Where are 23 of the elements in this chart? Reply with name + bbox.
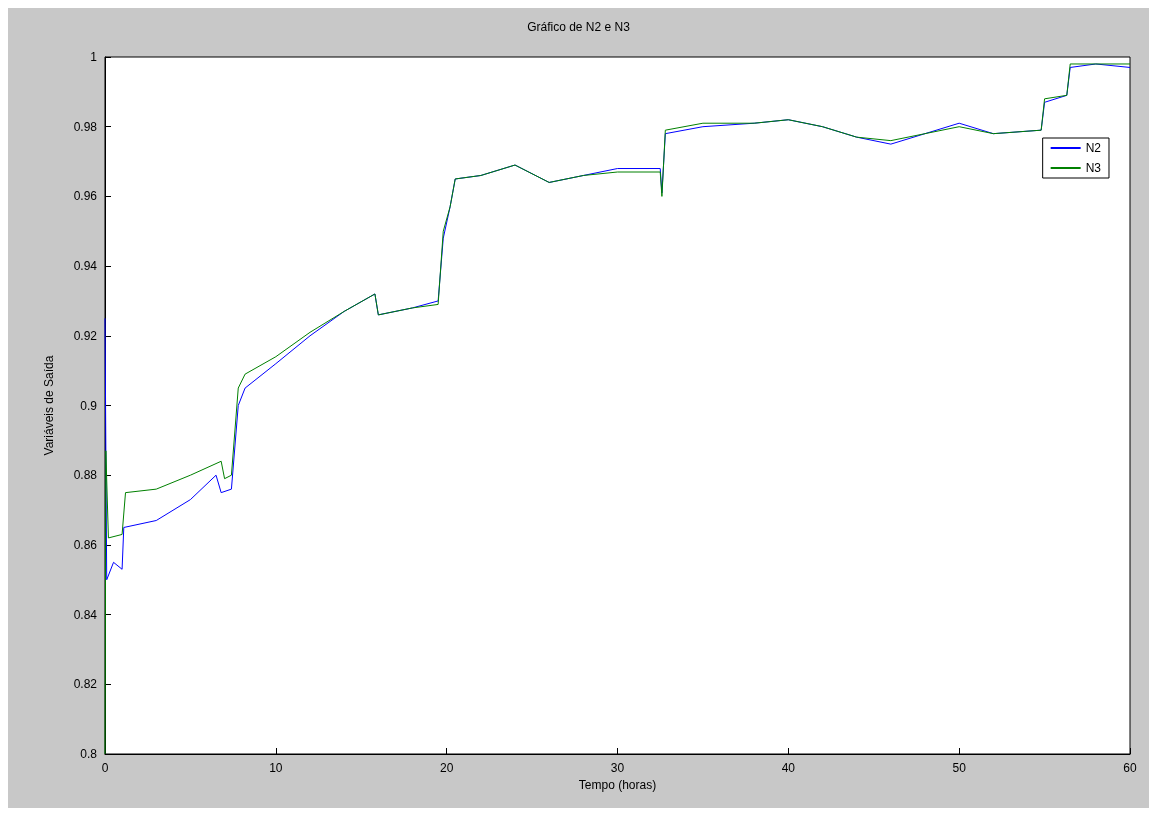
- x-tick-label: 50: [952, 761, 967, 775]
- y-axis-title: Variáveis de Saída: [42, 355, 56, 456]
- y-tick-label: 0.94: [73, 259, 98, 274]
- y-tick-label: 0.92: [73, 328, 98, 343]
- x-tick-label: 10: [269, 761, 283, 775]
- legend-label: N3: [1085, 161, 1102, 175]
- y-tick-label: 0.8: [80, 747, 98, 761]
- x-tick-label: 20: [439, 761, 454, 775]
- x-tick-label: 60: [1123, 761, 1137, 775]
- legend-label: N2: [1085, 141, 1102, 155]
- y-tick-label: 0.84: [73, 607, 98, 622]
- y-tick-label: 0.86: [73, 537, 98, 552]
- y-tick-label: 1: [90, 50, 98, 64]
- x-tick-label: 30: [610, 761, 625, 775]
- y-tick-label: 0.96: [73, 189, 98, 204]
- y-tick-label: 0.98: [73, 119, 98, 134]
- y-tick-label: 0.82: [73, 677, 98, 692]
- y-tick-label: 0.88: [73, 468, 98, 483]
- x-axis-title: Tempo (horas): [578, 777, 657, 792]
- x-tick-label: 0: [101, 761, 109, 775]
- chart-title: Gráfico de N2 e N3: [527, 20, 631, 34]
- x-tick-label: 40: [781, 761, 796, 775]
- y-tick-label: 0.9: [80, 398, 98, 413]
